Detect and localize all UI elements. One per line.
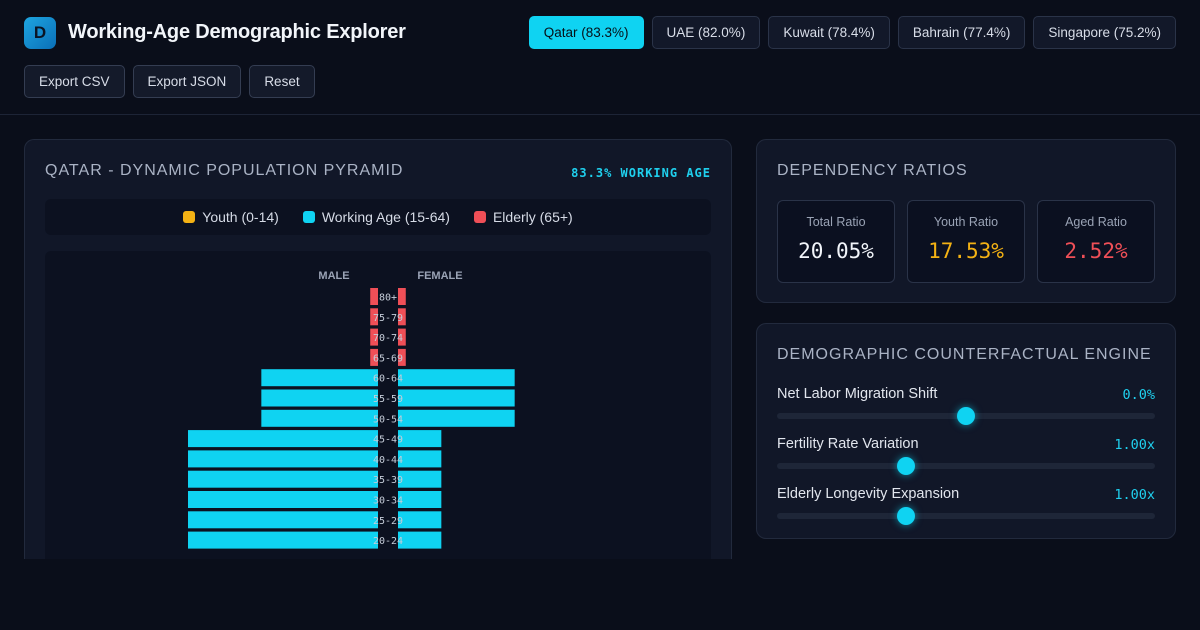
female-bar-65-69: [398, 348, 406, 366]
age-label-80+: 80+: [379, 293, 397, 304]
total-ratio-value: 20.05%: [798, 239, 874, 263]
dependency-panel: DEPENDENCY RATIOS Total Ratio 20.05% You…: [756, 139, 1176, 303]
longevity-slider-value: 1.00x: [1114, 487, 1155, 503]
export-csv-button[interactable]: Export CSV: [24, 65, 125, 98]
total-ratio-card: Total Ratio 20.05%: [777, 200, 895, 283]
legend-label-youth: Youth (0-14): [202, 209, 279, 225]
female-bar-20-24: [398, 531, 442, 549]
female-bar-55-59: [398, 389, 515, 407]
tab-bahrain[interactable]: Bahrain (77.4%): [897, 16, 1026, 49]
action-bar: Export CSV Export JSON Reset: [24, 65, 315, 98]
male-bar-55-59: [261, 389, 378, 407]
migration-slider-value: 0.0%: [1122, 387, 1155, 403]
migration-slider-label: Net Labor Migration Shift: [777, 386, 938, 402]
male-bar-75-79: [370, 308, 378, 326]
aged-ratio-label: Aged Ratio: [1065, 215, 1127, 229]
counterfactual-title: DEMOGRAPHIC COUNTERFACTUAL ENGINE: [777, 346, 1152, 363]
female-bar-40-44: [398, 450, 442, 468]
youth-ratio-label: Youth Ratio: [933, 215, 999, 229]
age-label-55-59: 55-59: [373, 394, 403, 405]
counterfactual-panel: DEMOGRAPHIC COUNTERFACTUAL ENGINE Net La…: [756, 323, 1176, 539]
total-ratio-label: Total Ratio: [806, 215, 866, 229]
age-label-70-74: 70-74: [373, 333, 403, 344]
female-bar-50-54: [398, 409, 515, 427]
age-label-45-49: 45-49: [373, 435, 403, 446]
dependency-title: DEPENDENCY RATIOS: [777, 162, 968, 179]
longevity-slider-row: Elderly Longevity Expansion 1.00x: [777, 486, 1155, 530]
reset-button[interactable]: Reset: [249, 65, 315, 98]
male-bar-25-29: [188, 511, 378, 529]
tab-singapore[interactable]: Singapore (75.2%): [1033, 16, 1176, 49]
male-bar-80+: [370, 288, 378, 305]
age-label-25-29: 25-29: [373, 516, 403, 527]
legend-label-elderly: Elderly (65+): [492, 209, 573, 225]
male-bar-20-24: [188, 531, 378, 549]
male-bar-45-49: [188, 430, 378, 448]
longevity-slider-thumb[interactable]: [896, 507, 915, 525]
fertility-slider-track[interactable]: [777, 463, 1155, 469]
tab-kuwait[interactable]: Kuwait (78.4%): [768, 16, 890, 49]
age-label-40-44: 40-44: [373, 455, 403, 466]
pyramid-chart-area: MALE FEMALE 80+ 75-79 70-74 65-69 60-64 55-59 50…: [45, 251, 711, 559]
longevity-slider-track[interactable]: [777, 513, 1155, 519]
female-bar-45-49: [398, 430, 442, 448]
pyramid-legend: Youth (0-14) Working Age (15-64) Elderly…: [45, 199, 711, 235]
legend-youth: Youth (0-14): [183, 209, 279, 225]
aged-ratio-value: 2.52%: [1064, 239, 1128, 263]
country-tabs: Qatar (83.3%) UAE (82.0%) Kuwait (78.4%)…: [528, 16, 1176, 49]
population-pyramid-chart: MALE FEMALE 80+ 75-79 70-74 65-69 60-64 55-59 50…: [188, 270, 515, 549]
legend-elderly: Elderly (65+): [473, 209, 573, 225]
female-bar-25-29: [398, 511, 442, 529]
aged-ratio-card: Aged Ratio 2.52%: [1037, 200, 1155, 283]
migration-slider-thumb[interactable]: [957, 407, 975, 425]
age-label-65-69: 65-69: [373, 353, 403, 364]
legend-swatch-youth: [183, 211, 196, 223]
age-label-20-24: 20-24: [373, 536, 403, 547]
male-bar-65-69: [370, 348, 378, 366]
migration-slider-row: Net Labor Migration Shift 0.0%: [777, 386, 1155, 430]
female-bar-75-79: [398, 308, 406, 326]
female-bar-70-74: [398, 328, 406, 346]
fertility-slider-row: Fertility Rate Variation 1.00x: [777, 436, 1155, 480]
fertility-slider-value: 1.00x: [1114, 437, 1155, 453]
working-age-badge: 83.3% WORKING AGE: [571, 166, 711, 180]
pyramid-title: QATAR - DYNAMIC POPULATION PYRAMID: [45, 162, 404, 179]
male-bar-40-44: [188, 450, 378, 468]
youth-ratio-card: Youth Ratio 17.53%: [907, 200, 1025, 283]
tab-uae[interactable]: UAE (82.0%): [651, 16, 761, 49]
male-bar-70-74: [370, 328, 378, 346]
export-json-button[interactable]: Export JSON: [132, 65, 242, 98]
female-bar-80+: [398, 288, 406, 305]
legend-swatch-working: [302, 211, 315, 223]
tab-qatar[interactable]: Qatar (83.3%): [528, 16, 644, 49]
legend-working: Working Age (15-64): [302, 209, 450, 225]
app-title: Working-Age Demographic Explorer: [68, 21, 406, 43]
age-label-60-64: 60-64: [373, 374, 403, 385]
male-bar-30-34: [188, 491, 378, 508]
fertility-slider-label: Fertility Rate Variation: [777, 436, 919, 452]
age-label-30-34: 30-34: [373, 496, 403, 507]
youth-ratio-value: 17.53%: [928, 239, 1004, 263]
female-bar-35-39: [398, 470, 442, 488]
male-axis-label: MALE: [318, 270, 349, 282]
female-bar-60-64: [398, 369, 515, 387]
pyramid-panel: QATAR - DYNAMIC POPULATION PYRAMID 83.3%…: [24, 139, 732, 559]
male-bar-35-39: [188, 470, 378, 488]
legend-swatch-elderly: [473, 211, 486, 223]
female-axis-label: FEMALE: [417, 270, 462, 282]
male-bar-50-54: [261, 409, 378, 427]
fertility-slider-thumb[interactable]: [896, 457, 915, 475]
app-header: D Working-Age Demographic Explorer Qatar…: [0, 0, 1200, 115]
female-bar-30-34: [398, 491, 442, 508]
app-logo: D: [24, 17, 56, 49]
male-bar-60-64: [261, 369, 378, 387]
legend-label-working: Working Age (15-64): [321, 209, 450, 225]
age-label-75-79: 75-79: [373, 313, 403, 324]
age-label-35-39: 35-39: [373, 475, 403, 486]
longevity-slider-label: Elderly Longevity Expansion: [777, 486, 960, 502]
age-label-50-54: 50-54: [373, 414, 403, 425]
